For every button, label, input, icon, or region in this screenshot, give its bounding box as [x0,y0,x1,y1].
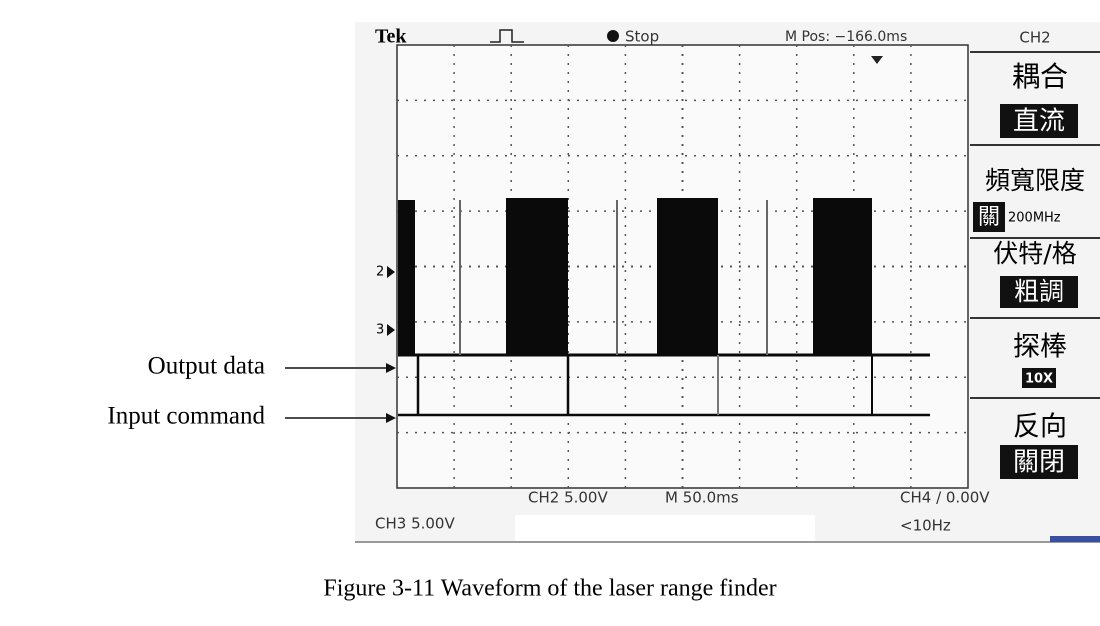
brand: Tek [375,26,407,48]
menu-label: 反向 [1013,412,1067,443]
menu-value: 關 [978,205,1000,230]
trigger-frequency: <10Hz [900,517,951,535]
menu-value: 10X [1025,372,1053,387]
pulse-block [657,198,718,355]
channel-marker: 2 [376,265,384,280]
ch2-scale: CH2 5.00V [528,489,608,507]
pulse-block [813,198,872,355]
timebase: M 50.0ms [665,489,739,507]
menu-label: 探棒 [1013,332,1067,363]
run-indicator [607,30,619,42]
label-patch [515,515,815,541]
channel-marker: 3 [376,323,384,338]
page: {"scope": { "header": {"brand": "Tek", "… [0,0,1100,626]
pulse-block [398,200,415,355]
menu-extra: 200MHz [1008,211,1061,226]
menu-label: 伏特/格 [993,239,1076,268]
screen-edge-color [1050,536,1100,542]
caption: Figure 3-11 Waveform of the laser range … [323,576,776,602]
annotation: Input command [107,403,265,430]
menu-channel: CH2 [1019,29,1050,47]
pulse-block [506,198,568,355]
menu-value: 關閉 [1013,448,1065,478]
menu-label: 耦合 [1012,60,1068,93]
ch3-scale: CH3 5.00V [375,515,455,533]
run-status: Stop [625,28,659,46]
position: M Pos: −166.0ms [785,29,907,45]
trigger-level: CH4 / 0.00V [900,489,990,507]
menu-value: 粗調 [1014,277,1064,306]
menu-value: 直流 [1013,107,1065,137]
menu-label: 頻寬限度 [985,166,1085,195]
annotation: Output data [148,353,265,380]
figure: Tek Stop M Pos: −166.0ms 2 3 CH2 5.00V M… [0,0,1100,626]
